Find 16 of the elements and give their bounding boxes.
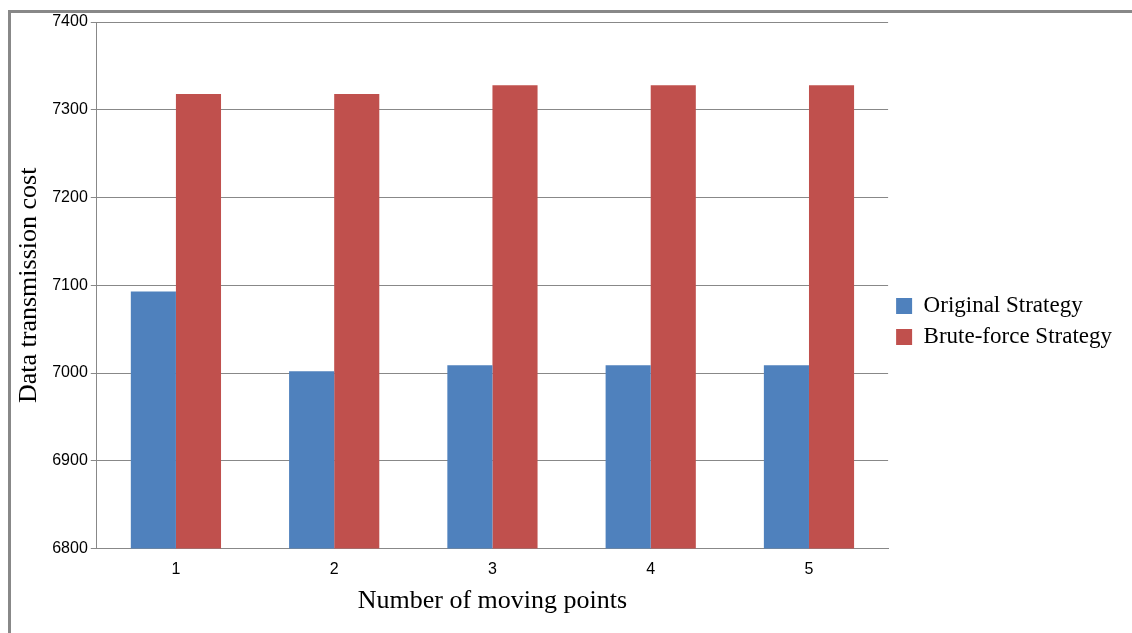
y-tick-label: 7000 [52,363,88,381]
y-axis-title: Data transmission cost [13,166,43,404]
y-tick-label: 7200 [52,187,88,205]
x-tick-label: 2 [329,559,339,577]
x-tick-label: 5 [804,559,814,577]
y-tick-label: 7300 [52,100,88,118]
y-tick-label: 6900 [52,451,88,469]
x-tick-label: 1 [171,559,181,577]
legend-label: Brute-force Strategy [923,323,1113,349]
x-tick-label: 3 [488,559,497,577]
y-tick-label: 7400 [52,12,88,30]
y-tick-label: 6800 [52,539,88,557]
legend-label: Original Strategy [923,292,1084,318]
x-axis-title: Number of moving points [357,585,628,615]
x-tick-label: 4 [646,559,656,577]
y-tick-label: 7100 [52,275,88,293]
